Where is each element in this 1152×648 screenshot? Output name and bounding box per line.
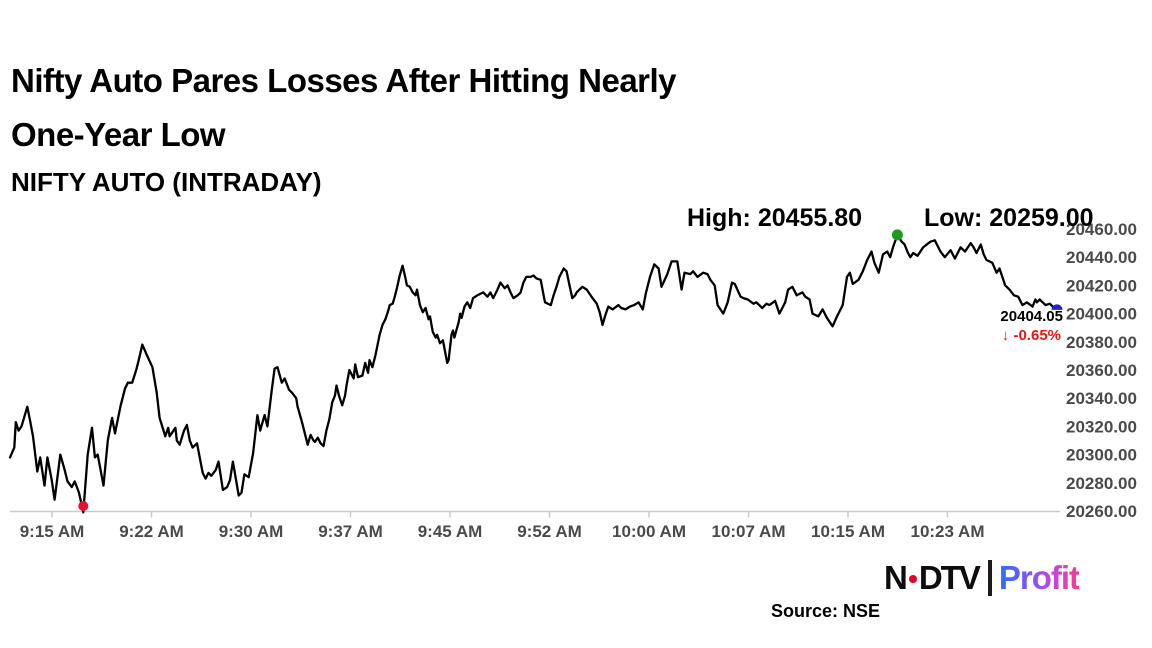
y-tick-label: 20460.00	[1066, 220, 1137, 239]
y-tick-label: 20400.00	[1066, 305, 1137, 324]
headline-line1: Nifty Auto Pares Losses After Hitting Ne…	[11, 62, 677, 99]
last-price-value: 20404.05	[1000, 308, 1063, 325]
profit-logo: Profit	[998, 559, 1080, 596]
headline-line2: One-Year Low	[11, 116, 226, 153]
source-attribution: Source: NSE	[771, 601, 881, 621]
y-tick-label: 20360.00	[1066, 361, 1137, 380]
x-tick-label: 9:30 AM	[219, 522, 284, 541]
y-tick-label: 20440.00	[1066, 248, 1137, 267]
x-tick-label: 9:15 AM	[20, 522, 85, 541]
logo-separator	[987, 560, 992, 596]
x-tick-label: 9:37 AM	[318, 522, 383, 541]
x-tick-label: 9:45 AM	[418, 522, 483, 541]
y-tick-label: 20320.00	[1066, 417, 1137, 436]
high-marker-dot	[891, 229, 903, 241]
x-tick-label: 9:22 AM	[119, 522, 184, 541]
ndtv-letter-n: N	[884, 559, 908, 596]
last-marker-dot	[1051, 304, 1063, 310]
down-arrow-icon: ↓	[1001, 327, 1010, 345]
ndtv-logo: N DTV	[884, 559, 981, 597]
last-price-annotation: 20404.05 ↓ -0.65%	[1000, 308, 1063, 345]
y-tick-label: 20340.00	[1066, 389, 1137, 408]
high-annotation: High: 20455.80	[687, 204, 863, 232]
ndtv-letters-dtv: DTV	[918, 559, 981, 596]
low-annotation: Low: 20259.00	[924, 204, 1094, 232]
y-tick-label: 20380.00	[1066, 333, 1137, 352]
y-tick-label: 20260.00	[1066, 502, 1137, 521]
x-tick-label: 10:07 AM	[711, 522, 785, 541]
low-marker-dot	[78, 501, 89, 511]
price-line	[8, 233, 1059, 514]
x-tick-label: 10:23 AM	[910, 522, 984, 541]
x-tick-label: 10:00 AM	[612, 522, 686, 541]
chart-subtitle: NIFTY AUTO (INTRADAY)	[11, 167, 322, 197]
y-tick-label: 20300.00	[1066, 446, 1137, 465]
x-tick-label: 10:15 AM	[811, 522, 885, 541]
price-change: ↓ -0.65%	[1000, 327, 1063, 344]
y-tick-label: 20420.00	[1066, 276, 1137, 295]
change-percent: -0.65%	[1013, 327, 1061, 345]
y-tick-label: 20280.00	[1066, 474, 1137, 493]
ndtv-red-dot-icon	[908, 575, 917, 583]
ndtv-profit-logo: N DTV Profit	[884, 559, 1080, 597]
x-tick-label: 9:52 AM	[517, 522, 582, 541]
